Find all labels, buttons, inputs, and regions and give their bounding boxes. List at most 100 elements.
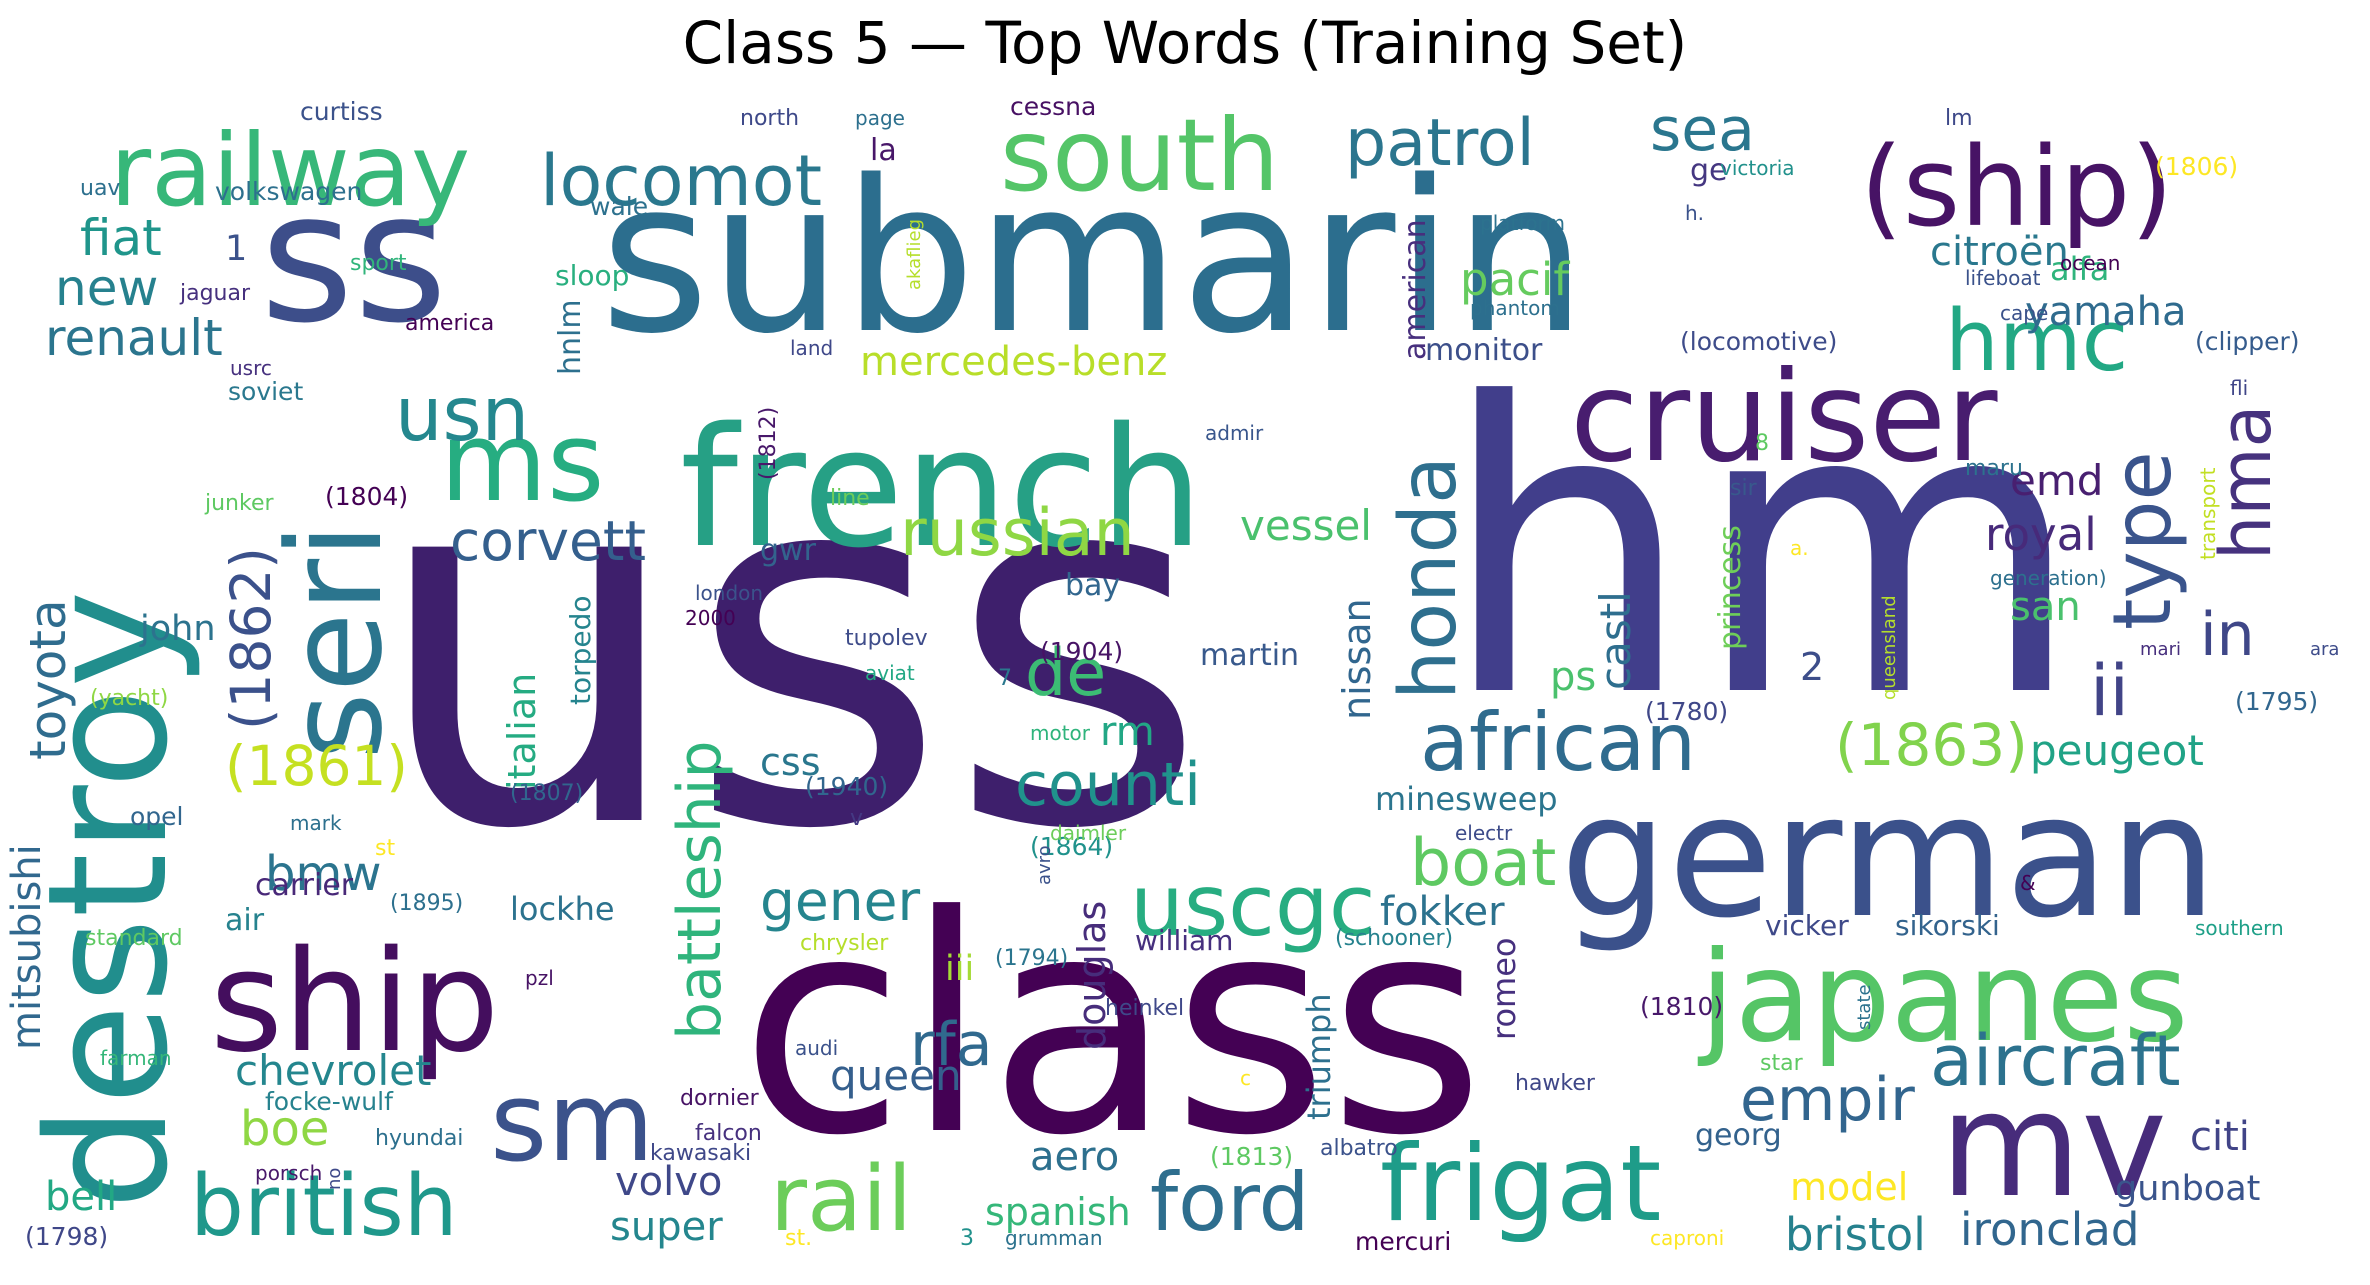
word-phantom: phantom	[1470, 296, 1560, 320]
word-submarin: submarin	[600, 135, 1587, 380]
word-clipper: (clipper)	[2195, 327, 2300, 356]
word-grumman: grumman	[1005, 1226, 1103, 1250]
word-land: land	[790, 336, 833, 360]
word-2: 2	[1800, 645, 1824, 689]
word-aero: aero	[1030, 1134, 1119, 1180]
word-1794: (1794)	[995, 946, 1068, 971]
word-sea: sea	[1650, 95, 1755, 165]
word-gunboat: gunboat	[2115, 1169, 2260, 1209]
word-focke-wulf: focke-wulf	[265, 1087, 394, 1116]
word-standard: standard	[85, 926, 183, 951]
word-boat: boat	[1410, 826, 1556, 901]
word-vicker: vicker	[1765, 909, 1849, 942]
word-ara: ara	[2310, 639, 2339, 660]
word-georg: georg	[1695, 1118, 1782, 1153]
word-empir: empir	[1740, 1065, 1915, 1135]
word-motor: motor	[1030, 721, 1091, 745]
word-douglas: douglas	[1070, 901, 1114, 1050]
word-a: a.	[1790, 536, 1809, 560]
word-fokker: fokker	[1380, 889, 1505, 935]
word-hma: hma	[2205, 405, 2287, 560]
word-iii: iii	[945, 949, 974, 989]
word-russian: russian	[900, 496, 1135, 571]
word-star: star	[1760, 1051, 1804, 1076]
word-usn: usn	[395, 370, 529, 458]
word-fiat: fiat	[80, 209, 162, 267]
word-southern: southern	[2195, 916, 2284, 940]
word-soviet: soviet	[228, 377, 303, 406]
word-sikorski: sikorski	[1895, 909, 2000, 942]
word-bay: bay	[1065, 568, 1120, 603]
word-locomotive: (locomotive)	[1680, 327, 1837, 356]
word-south: south	[1000, 97, 1279, 214]
word-in: in	[2200, 600, 2255, 670]
word-ge: ge	[1690, 153, 1728, 188]
word-admir: admir	[1205, 421, 1264, 445]
word-1861: (1861)	[225, 734, 408, 798]
word-sm: sm	[490, 1058, 654, 1186]
word-de: de	[1025, 636, 1106, 711]
word-8: 8	[1755, 431, 1769, 456]
word-v: v	[850, 806, 863, 831]
word-new: new	[55, 259, 158, 317]
word-hawker: hawker	[1515, 1071, 1596, 1096]
word-royal: royal	[1985, 508, 2097, 561]
word-mercuri: mercuri	[1355, 1227, 1451, 1256]
word-1864: (1864)	[1030, 832, 1113, 861]
word-monitor: monitor	[1425, 333, 1543, 368]
word-rfa: rfa	[910, 1010, 993, 1080]
word-honda: honda	[1384, 456, 1474, 700]
word-kawasaki: kawasaki	[650, 1141, 751, 1166]
word-sloop: sloop	[555, 259, 629, 292]
word-cruiser: cruiser	[1570, 345, 1998, 490]
word-african: african	[1420, 696, 1696, 789]
word-french: french	[680, 392, 1204, 584]
word-bmw: bmw	[265, 846, 381, 902]
word-lm: lm	[1945, 106, 1973, 131]
word-hnlm: hnlm	[553, 299, 588, 375]
word-ship: (ship)	[1860, 123, 2173, 251]
word-1813: (1813)	[1210, 1142, 1293, 1171]
word-hm: hm	[1440, 320, 2083, 785]
word-torpedo: torpedo	[564, 595, 597, 705]
word-hyundai: hyundai	[375, 1126, 463, 1151]
word-h: h.	[1685, 201, 1704, 225]
word-la: la	[870, 133, 897, 168]
word-rm: rm	[1100, 709, 1155, 755]
word-martin: martin	[1200, 638, 1299, 673]
word-chevrolet: chevrolet	[235, 1046, 431, 1095]
word-railway: railway	[110, 112, 470, 229]
word-air: air	[225, 903, 265, 938]
word-john: john	[139, 609, 216, 649]
word-bell: bell	[45, 1174, 117, 1220]
word-platform: platform	[1480, 211, 1565, 235]
word-caproni: caproni	[1650, 1226, 1724, 1250]
word-america: america	[405, 311, 494, 336]
word-uss: uss	[370, 356, 1208, 938]
word-falcon: falcon	[695, 1121, 762, 1146]
word-triumph: triumph	[1300, 993, 1338, 1120]
word-maru: maru	[1965, 456, 2023, 481]
word-alfa: alfa	[2050, 250, 2109, 288]
word-citro-n: citroën	[1930, 229, 2069, 275]
word-carrier: carrier	[255, 868, 354, 903]
word-counti: counti	[1015, 750, 1201, 820]
word-romeo: romeo	[1485, 938, 1523, 1040]
word-aircraft: aircraft	[1930, 1020, 2181, 1102]
word-: &	[2020, 871, 2036, 895]
word-gener: gener	[760, 869, 920, 933]
word-1780: (1780)	[1645, 697, 1728, 726]
word-lifeboat: lifeboat	[1965, 266, 2041, 290]
word-dornier: dornier	[680, 1086, 760, 1111]
word-renault: renault	[45, 309, 223, 367]
word-albatro: albatro	[1320, 1136, 1398, 1161]
word-ms: ms	[440, 398, 604, 526]
word-st: st	[375, 836, 395, 861]
word-farman: farman	[100, 1046, 172, 1070]
word-princess: princess	[1713, 525, 1748, 650]
word-cape: cape	[2000, 301, 2048, 325]
word-audi: audi	[795, 1036, 838, 1060]
word-7: 7	[998, 666, 1012, 691]
word-sir: sir	[1730, 476, 1758, 501]
